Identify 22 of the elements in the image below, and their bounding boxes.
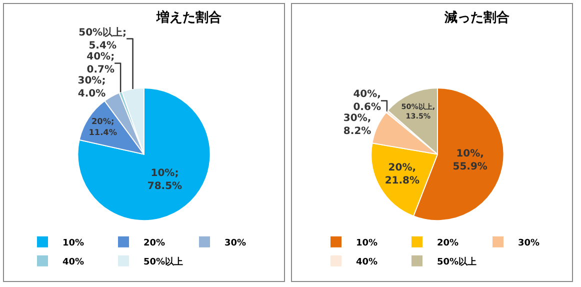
data-label: 10%; 78.5% [147,168,182,192]
pie-slice [77,88,211,222]
data-label: 30%, 8.2% [343,112,372,137]
data-label: 30%; 4.0% [78,75,106,100]
legend-label: 50%以上 [437,256,477,268]
legend-label: 30% [518,238,540,248]
data-label: 10%, 55.9% [452,148,488,172]
legend-label: 20% [144,238,166,248]
legend-label: 30% [224,238,246,248]
legend-label: 40% [356,257,378,268]
legend-label: 40% [62,257,84,268]
legend-label: 10% [62,238,84,248]
chart-title: 減った割合 [443,9,510,26]
legend-label: 10% [356,238,378,248]
legend-label: 50%以上 [144,256,184,268]
chart-title: 増えた割合 [155,9,222,26]
legend-label: 20% [437,238,459,248]
data-label: 20%; 11.4% [88,116,118,137]
data-label: 40%; 0.7% [86,51,115,76]
data-label: 50%以上; 5.4% [78,26,127,52]
data-label: 40%, 0.6% [353,88,381,113]
data-label: 20%, 21.8% [384,162,420,186]
